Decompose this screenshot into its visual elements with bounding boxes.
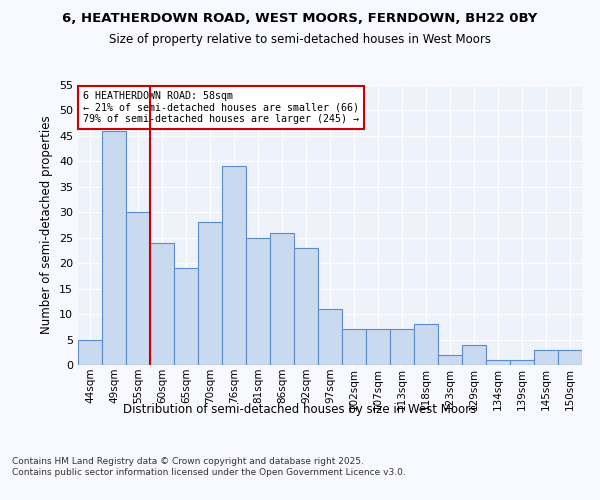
Bar	[198, 222, 222, 365]
Y-axis label: Number of semi-detached properties: Number of semi-detached properties	[40, 116, 53, 334]
Bar	[102, 131, 126, 365]
Bar	[558, 350, 582, 365]
Text: 6, HEATHERDOWN ROAD, WEST MOORS, FERNDOWN, BH22 0BY: 6, HEATHERDOWN ROAD, WEST MOORS, FERNDOW…	[62, 12, 538, 26]
Bar	[438, 355, 462, 365]
Bar	[270, 232, 294, 365]
Bar	[126, 212, 150, 365]
Bar	[510, 360, 534, 365]
Text: 6 HEATHERDOWN ROAD: 58sqm
← 21% of semi-detached houses are smaller (66)
79% of : 6 HEATHERDOWN ROAD: 58sqm ← 21% of semi-…	[83, 90, 359, 124]
Text: Contains HM Land Registry data © Crown copyright and database right 2025.
Contai: Contains HM Land Registry data © Crown c…	[12, 458, 406, 477]
Bar	[294, 248, 318, 365]
Bar	[222, 166, 246, 365]
Bar	[150, 243, 174, 365]
Bar	[414, 324, 438, 365]
Bar	[390, 330, 414, 365]
Bar	[366, 330, 390, 365]
Bar	[342, 330, 366, 365]
Text: Size of property relative to semi-detached houses in West Moors: Size of property relative to semi-detach…	[109, 32, 491, 46]
Bar	[78, 340, 102, 365]
Bar	[534, 350, 558, 365]
Bar	[174, 268, 198, 365]
Bar	[486, 360, 510, 365]
Bar	[318, 309, 342, 365]
Bar	[246, 238, 270, 365]
Bar	[462, 344, 486, 365]
Text: Distribution of semi-detached houses by size in West Moors: Distribution of semi-detached houses by …	[124, 402, 476, 415]
